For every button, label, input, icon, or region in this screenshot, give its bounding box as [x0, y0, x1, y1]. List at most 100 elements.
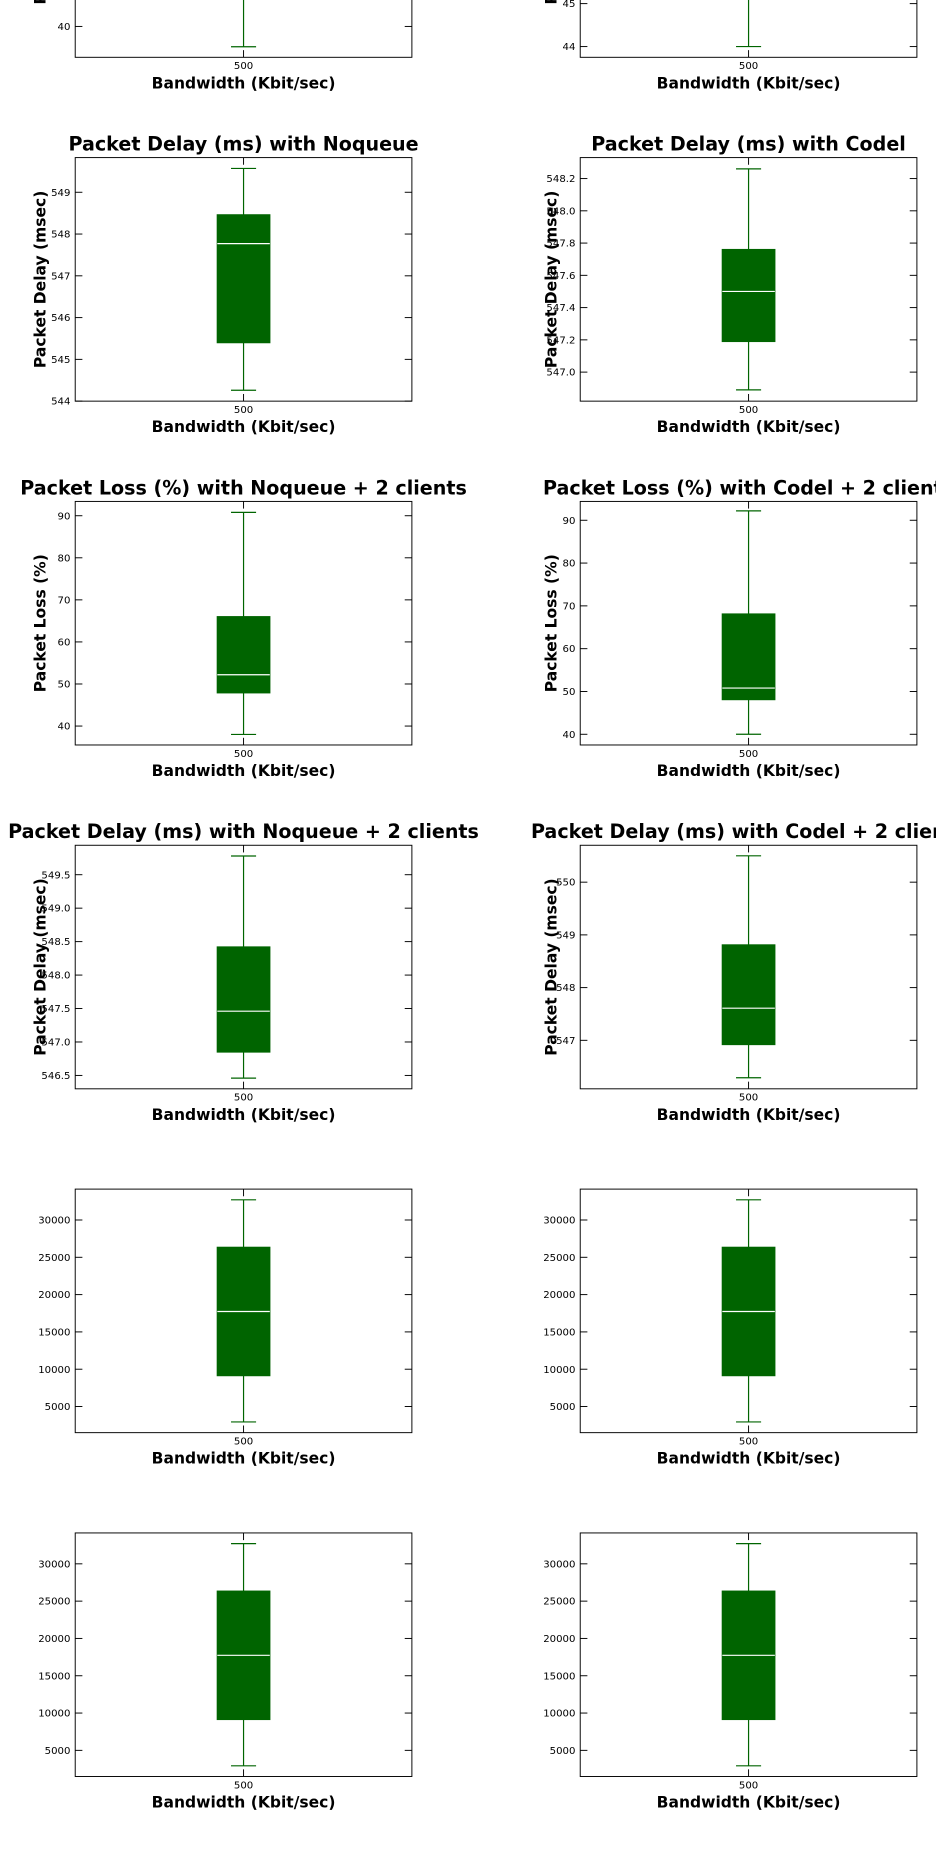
y-tick-label: 80	[58, 553, 71, 564]
y-axis-label: Packet Loss (%)	[31, 0, 49, 5]
x-tick-label: 500	[739, 749, 758, 760]
x-axis-label: Bandwidth (Kbit/sec)	[657, 74, 841, 92]
y-tick-label: 30000	[38, 1216, 70, 1227]
y-tick-label: 25000	[38, 1597, 70, 1608]
subplot: 44 45 500 Bandwidth (Kbit/sec) Packet Loss (…	[542, 0, 918, 92]
x-axis-label: Bandwidth (Kbit/sec)	[152, 418, 336, 436]
y-tick-label: 549.5	[41, 870, 70, 881]
x-axis-label: Bandwidth (Kbit/sec)	[657, 418, 841, 436]
y-tick-label: 548.0	[546, 206, 575, 217]
x-tick-label: 500	[739, 1437, 758, 1448]
y-tick-label: 90	[563, 516, 576, 527]
y-tick-label: 44	[563, 42, 576, 53]
y-tick-label: 15000	[38, 1327, 70, 1338]
chart-title: Packet Delay (ms) with Codel	[591, 132, 906, 155]
y-axis-label: Packet Loss (%)	[542, 554, 560, 692]
y-tick-label: 549.0	[41, 904, 70, 915]
box	[216, 616, 271, 694]
y-tick-label: 548.5	[41, 937, 70, 948]
chart-title: Packet Loss (%) with Codel + 2 clients	[543, 476, 936, 499]
y-tick-label: 547.0	[41, 1038, 70, 1049]
y-axis-label: Packet Delay (msec)	[31, 191, 49, 368]
x-tick-label: 500	[234, 1780, 253, 1791]
y-tick-label: 25000	[38, 1253, 70, 1264]
y-tick-label: 546.5	[41, 1071, 70, 1082]
chart-title: Packet Loss (%) with Noqueue + 2 clients	[20, 476, 467, 499]
y-tick-label: 547.0	[546, 368, 575, 379]
y-tick-label: 15000	[543, 1327, 575, 1338]
x-tick-label: 500	[234, 1093, 253, 1104]
y-tick-label: 40	[58, 722, 71, 733]
y-tick-label: 548.0	[41, 971, 70, 982]
y-tick-label: 547.6	[546, 271, 575, 282]
y-tick-label: 5000	[550, 1402, 576, 1413]
y-tick-label: 70	[58, 595, 71, 606]
y-axis-label: Packet Delay (msec)	[542, 191, 560, 368]
y-tick-label: 547	[556, 1036, 575, 1047]
x-tick-label: 500	[739, 61, 758, 72]
y-tick-label: 50	[58, 680, 71, 691]
y-tick-label: 70	[563, 601, 576, 612]
y-tick-label: 548	[51, 230, 70, 241]
y-tick-label: 549	[556, 930, 575, 941]
chart-title: Packet Delay (ms) with Codel + 2 clients	[531, 820, 936, 843]
box	[216, 214, 271, 344]
y-tick-label: 45	[563, 0, 576, 10]
subplot: 5000 10000 15000 20000 25000 30000 500 Bandwidt…	[543, 1532, 918, 1812]
y-tick-label: 10000	[38, 1365, 70, 1376]
y-tick-label: 90	[58, 511, 71, 522]
y-tick-label: 10000	[543, 1709, 575, 1720]
y-axis-label: Packet Delay (msec)	[31, 878, 49, 1055]
subplot: 547 548 549 550 500 Packet Delay (ms) with Co…	[531, 820, 936, 1124]
y-tick-label: 20000	[543, 1290, 575, 1301]
y-tick-label: 25000	[543, 1597, 575, 1608]
y-tick-label: 549	[51, 188, 70, 199]
x-axis-label: Bandwidth (Kbit/sec)	[657, 1794, 841, 1812]
y-tick-label: 5000	[550, 1746, 576, 1757]
y-tick-label: 20000	[543, 1634, 575, 1645]
y-tick-label: 60	[563, 644, 576, 655]
y-tick-label: 548.2	[546, 174, 575, 185]
y-axis-label: Packet Loss (%)	[542, 0, 560, 5]
x-axis-label: Bandwidth (Kbit/sec)	[152, 762, 336, 780]
y-tick-label: 546	[51, 313, 70, 324]
subplot: 40 50 60 70 80 90 500 Packet Loss (%) with Code…	[542, 476, 936, 780]
x-tick-label: 500	[234, 1437, 253, 1448]
subplot: 547.0 547.2 547.4 547.6 547.8 548.0 548.2 500 Pa…	[542, 132, 918, 436]
y-tick-label: 30000	[543, 1559, 575, 1570]
y-axis-label: Packet Loss (%)	[31, 554, 49, 692]
x-tick-label: 500	[739, 1780, 758, 1791]
x-axis-label: Bandwidth (Kbit/sec)	[152, 1450, 336, 1468]
subplot: 546.5 547.0 547.5 548.0 548.5 549.0 549.5 500 Pa…	[8, 820, 479, 1124]
y-tick-label: 10000	[543, 1365, 575, 1376]
x-axis-label: Bandwidth (Kbit/sec)	[657, 762, 841, 780]
x-axis-label: Bandwidth (Kbit/sec)	[152, 1794, 336, 1812]
y-tick-label: 550	[556, 878, 575, 889]
y-tick-label: 545	[51, 355, 70, 366]
x-axis-label: Bandwidth (Kbit/sec)	[152, 1106, 336, 1124]
chart-title: Packet Delay (ms) with Noqueue + 2 clien…	[8, 820, 479, 843]
subplot: 40 500 Bandwidth (Kbit/sec) Packet Loss (%)	[31, 0, 413, 92]
x-tick-label: 500	[234, 749, 253, 760]
subplot: 5000 10000 15000 20000 25000 30000 500 Bandwidt…	[38, 1532, 413, 1812]
y-tick-label: 60	[58, 638, 71, 649]
y-tick-label: 20000	[38, 1634, 70, 1645]
y-tick-label: 20000	[38, 1290, 70, 1301]
box	[721, 613, 776, 701]
y-tick-label: 10000	[38, 1709, 70, 1720]
box	[721, 248, 776, 343]
y-tick-label: 5000	[45, 1746, 71, 1757]
x-axis-label: Bandwidth (Kbit/sec)	[657, 1106, 841, 1124]
y-tick-label: 80	[563, 559, 576, 570]
y-axis-label: Packet Delay (msec)	[542, 878, 560, 1055]
x-tick-label: 500	[739, 1093, 758, 1104]
x-axis-label: Bandwidth (Kbit/sec)	[152, 74, 336, 92]
y-tick-label: 548	[556, 983, 575, 994]
y-tick-label: 40	[563, 730, 576, 741]
x-tick-label: 500	[234, 61, 253, 72]
box	[216, 946, 271, 1053]
y-tick-label: 547	[51, 271, 70, 282]
y-tick-label: 544	[51, 397, 70, 408]
y-tick-label: 50	[563, 687, 576, 698]
y-tick-label: 30000	[543, 1216, 575, 1227]
